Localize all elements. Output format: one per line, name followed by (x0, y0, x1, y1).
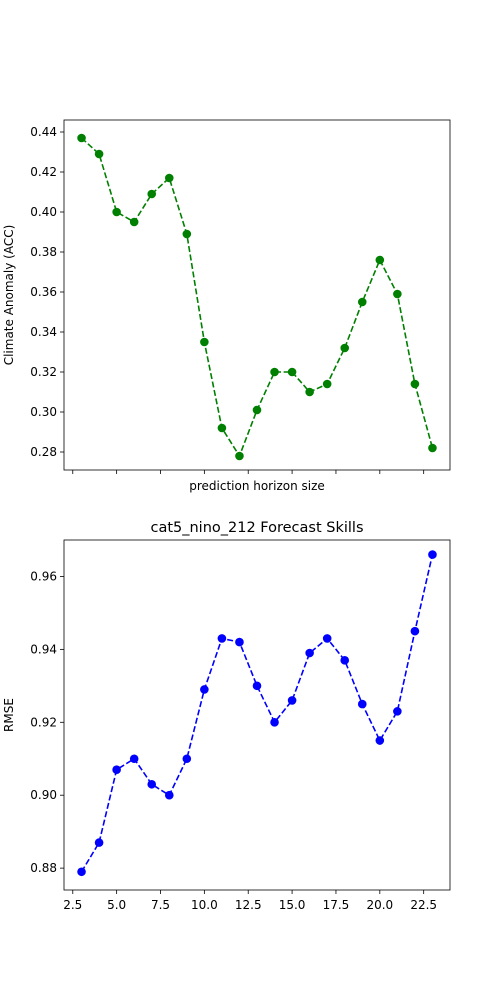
data-point (252, 681, 262, 691)
x-tick-label: 12.5 (235, 898, 262, 912)
data-point (340, 656, 350, 665)
data-point (94, 149, 104, 159)
data-point (428, 550, 437, 559)
plot-frame (63, 539, 451, 891)
data-point (77, 133, 86, 143)
x-tick-label: 7.5 (151, 898, 170, 912)
data-point (182, 229, 192, 239)
data-point (287, 367, 297, 377)
data-point (428, 443, 437, 453)
y-tick-label: 0.92 (30, 715, 57, 729)
y-tick-label: 0.42 (30, 165, 57, 179)
data-point (287, 696, 297, 705)
data-point (182, 754, 192, 764)
data-point (129, 217, 139, 227)
data-point (200, 337, 209, 347)
y-tick-label: 0.30 (30, 405, 57, 419)
x-tick-label: 17.5 (323, 898, 350, 912)
data-point (270, 717, 279, 727)
data-point (357, 699, 367, 709)
data-point (305, 648, 314, 658)
y-tick-label: 0.28 (30, 445, 57, 459)
data-point (322, 634, 332, 643)
y-tick-label: 0.88 (30, 861, 57, 875)
data-point (410, 626, 420, 636)
data-point (357, 297, 367, 307)
data-point (235, 451, 244, 461)
data-point (375, 255, 385, 265)
x-tick-label: 20.0 (366, 898, 393, 912)
data-point (393, 289, 402, 299)
y-tick-label: 0.34 (30, 325, 57, 339)
x-tick-label: 22.5 (410, 898, 437, 912)
rmse-plot-area: 2.5 5.0 7.5 10.0 12.5 15.0 17.5 20.0 22.5 0.88 0.9… (30, 539, 451, 912)
data-point (147, 189, 157, 199)
rmse-y-axis-label: RMSE (2, 698, 16, 732)
acc-chart: 0.28 0.30 0.32 0.34 0.36 0.38 0.40 0.42 0.44 pre… (2, 119, 451, 493)
acc-y-axis-label: Climate Anomaly (ACC) (2, 225, 16, 366)
data-point (200, 685, 209, 694)
x-tick-label: 5.0 (107, 898, 126, 912)
y-tick-label: 0.90 (30, 788, 57, 802)
data-point (217, 634, 227, 643)
plot-frame (63, 119, 451, 471)
acc-plot-area: 0.28 0.30 0.32 0.34 0.36 0.38 0.40 0.42 0.44 (30, 119, 451, 474)
y-tick-label: 0.94 (30, 642, 57, 656)
data-point (322, 379, 332, 389)
data-point (164, 790, 174, 800)
y-tick-label: 0.40 (30, 205, 57, 219)
x-tick-label: 2.5 (63, 898, 82, 912)
data-point (129, 754, 139, 764)
data-point (147, 779, 157, 789)
data-point (112, 765, 121, 774)
x-tick-label: 15.0 (279, 898, 306, 912)
rmse-chart: cat5_nino_212 Forecast Skills 2.5 5.0 7.5 1… (2, 520, 451, 912)
data-point (410, 379, 420, 389)
data-point (235, 637, 244, 647)
y-tick-label: 0.36 (30, 285, 57, 299)
data-point (305, 387, 314, 397)
y-tick-label: 0.38 (30, 245, 57, 259)
acc-x-axis-label: prediction horizon size (189, 479, 325, 493)
y-tick-label: 0.44 (30, 125, 57, 139)
data-point (340, 343, 350, 353)
rmse-chart-title: cat5_nino_212 Forecast Skills (150, 520, 363, 536)
data-point (94, 838, 104, 847)
data-point (270, 367, 279, 377)
data-point (393, 707, 402, 716)
data-point (112, 207, 121, 217)
series-line (80, 554, 434, 873)
data-point (252, 405, 262, 415)
data-point (77, 867, 86, 877)
x-tick-label: 10.0 (191, 898, 218, 912)
data-point (164, 173, 174, 183)
data-point (217, 423, 227, 433)
y-tick-label: 0.32 (30, 365, 57, 379)
data-point (375, 736, 385, 745)
y-tick-label: 0.96 (30, 569, 57, 583)
